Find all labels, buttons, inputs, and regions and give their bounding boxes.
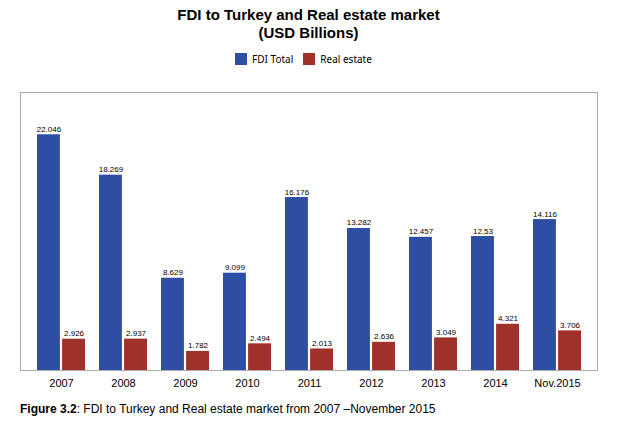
- svg-text:4.321: 4.321: [498, 314, 519, 323]
- svg-text:2009: 2009: [173, 377, 197, 389]
- svg-text:14.116: 14.116: [533, 210, 557, 219]
- svg-text:13.282: 13.282: [347, 218, 372, 227]
- svg-text:2.636: 2.636: [374, 332, 395, 341]
- svg-text:2010: 2010: [235, 377, 259, 389]
- svg-text:2.937: 2.937: [126, 329, 147, 338]
- svg-text:8.629: 8.629: [163, 268, 184, 277]
- html-text:FDI Total: FDI Total: [252, 51, 294, 66]
- svg-text:18.269: 18.269: [99, 165, 124, 174]
- svg-text:3.706: 3.706: [560, 321, 581, 330]
- svg-text:2014: 2014: [483, 377, 507, 389]
- svg-text:2.494: 2.494: [250, 334, 271, 343]
- svg-text:1.782: 1.782: [188, 341, 209, 350]
- svg-text:2012: 2012: [359, 377, 383, 389]
- html-text:Real estate: Real estate: [320, 51, 372, 66]
- svg-text:2013: 2013: [421, 377, 445, 389]
- svg-text:Nov.2015: Nov.2015: [534, 377, 580, 389]
- svg-text:22.046: 22.046: [37, 125, 62, 134]
- svg-text:16.176: 16.176: [285, 188, 310, 197]
- svg-text:2.926: 2.926: [64, 329, 85, 338]
- svg-text:12.53: 12.53: [473, 227, 494, 236]
- svg-text:2011: 2011: [298, 377, 322, 389]
- svg-text:3.049: 3.049: [436, 328, 457, 337]
- svg-text:2007: 2007: [49, 377, 73, 389]
- svg-text:9.099: 9.099: [225, 263, 246, 272]
- html-text:FDI to Turkey and Real estate: FDI to Turkey and Real estate market (US…: [177, 6, 440, 41]
- svg-text:2.013: 2.013: [312, 339, 333, 348]
- svg-text:2008: 2008: [111, 377, 135, 389]
- html-text:Figure 3.2: FDI to Turkey and: Figure 3.2: FDI to Turkey and Real estat…: [20, 402, 436, 416]
- svg-text:12.457: 12.457: [409, 227, 434, 236]
